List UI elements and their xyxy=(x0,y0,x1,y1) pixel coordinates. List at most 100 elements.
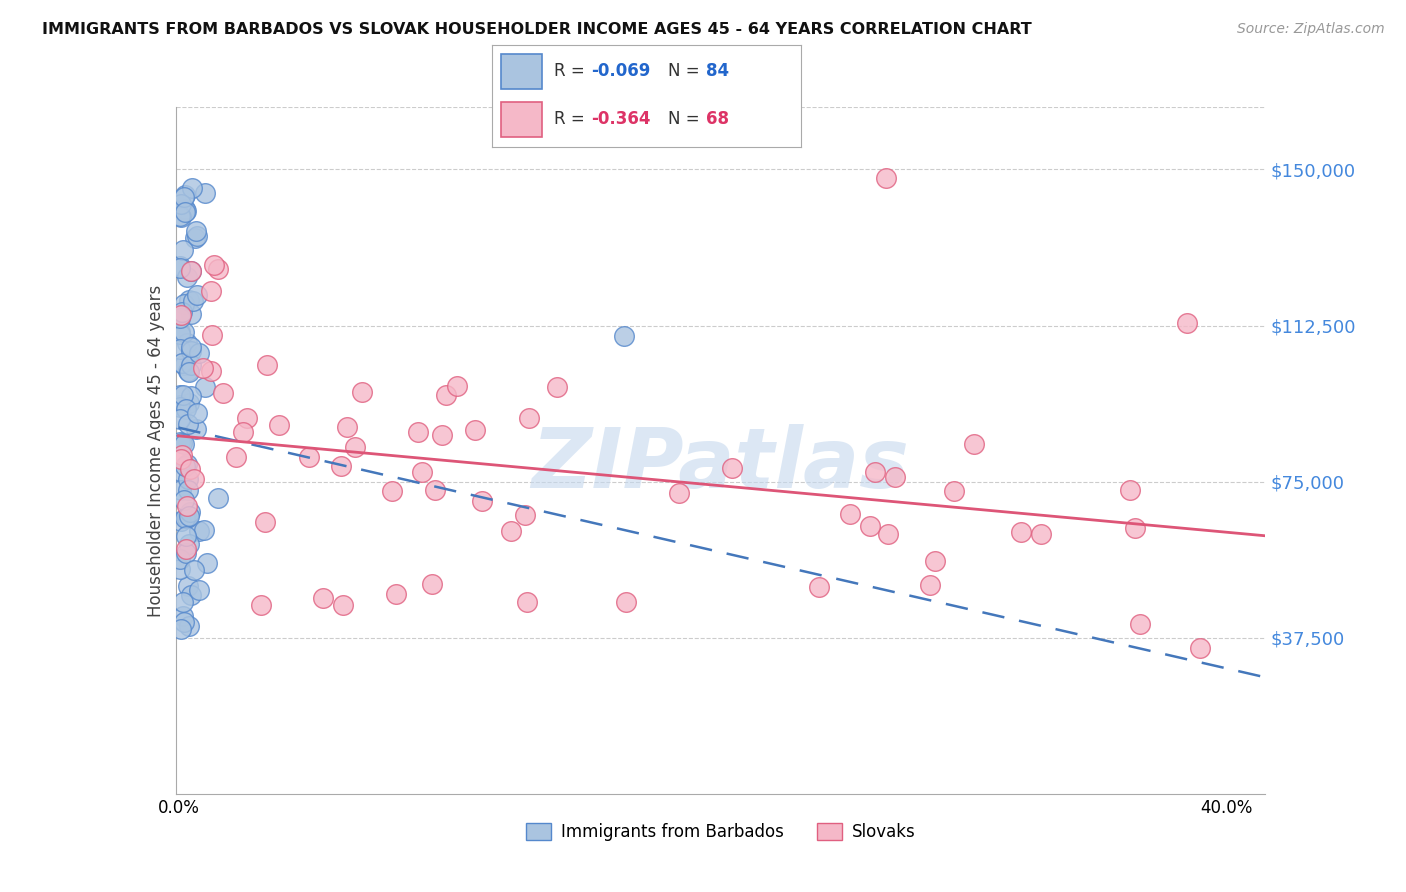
Text: IMMIGRANTS FROM BARBADOS VS SLOVAK HOUSEHOLDER INCOME AGES 45 - 64 YEARS CORRELA: IMMIGRANTS FROM BARBADOS VS SLOVAK HOUSE… xyxy=(42,22,1032,37)
Point xyxy=(499,524,522,538)
Point xyxy=(169,398,191,412)
Text: R =: R = xyxy=(554,62,591,80)
Point xyxy=(249,598,271,612)
Point xyxy=(422,577,444,591)
Point xyxy=(1175,317,1198,331)
Point xyxy=(174,511,197,525)
Point xyxy=(180,181,202,195)
Point xyxy=(202,258,225,272)
Point xyxy=(173,493,195,508)
Point xyxy=(180,340,202,354)
Text: -0.069: -0.069 xyxy=(591,62,651,80)
Point xyxy=(1129,616,1152,631)
Point xyxy=(180,264,202,278)
Point xyxy=(179,293,201,307)
Point xyxy=(513,508,536,522)
Point xyxy=(176,483,198,497)
Text: N =: N = xyxy=(668,62,706,80)
Point xyxy=(1123,521,1146,535)
Point xyxy=(446,378,468,392)
Point xyxy=(1119,483,1142,498)
Point xyxy=(212,385,235,400)
Point xyxy=(169,401,191,415)
Point xyxy=(176,499,198,513)
Text: Source: ZipAtlas.com: Source: ZipAtlas.com xyxy=(1237,22,1385,37)
Point xyxy=(173,358,195,372)
Point xyxy=(668,486,690,500)
Point xyxy=(180,307,202,321)
Point xyxy=(207,491,229,506)
Point xyxy=(614,595,637,609)
Point xyxy=(181,294,204,309)
Point xyxy=(515,595,537,609)
Point xyxy=(169,562,191,576)
Point xyxy=(177,579,200,593)
Point xyxy=(183,231,205,245)
Point xyxy=(174,458,197,473)
Point xyxy=(179,461,201,475)
Point xyxy=(174,546,197,560)
Point xyxy=(173,615,195,629)
Point xyxy=(172,305,194,319)
Point xyxy=(169,435,191,450)
Point xyxy=(180,389,202,403)
Point xyxy=(193,523,215,537)
Point xyxy=(169,551,191,566)
Point xyxy=(464,423,486,437)
Point xyxy=(411,465,433,479)
Point xyxy=(170,210,193,224)
Point xyxy=(859,519,882,533)
Point xyxy=(546,380,568,394)
Point xyxy=(173,190,195,204)
Point xyxy=(176,511,198,525)
Point xyxy=(225,450,247,464)
Point xyxy=(174,541,197,556)
Point xyxy=(169,209,191,223)
FancyBboxPatch shape xyxy=(502,54,541,88)
Point xyxy=(176,270,198,285)
Point xyxy=(298,450,321,465)
Point xyxy=(336,420,359,434)
Point xyxy=(188,583,211,598)
Point xyxy=(174,202,197,216)
Point xyxy=(183,563,205,577)
Point xyxy=(172,388,194,402)
Point xyxy=(176,204,198,219)
Point xyxy=(169,464,191,478)
Point xyxy=(183,472,205,486)
Text: ZIPatlas: ZIPatlas xyxy=(531,424,910,505)
Point xyxy=(254,516,277,530)
Text: -0.364: -0.364 xyxy=(591,111,651,128)
Point xyxy=(201,327,224,342)
Point xyxy=(177,417,200,431)
Point xyxy=(924,554,946,568)
Point xyxy=(172,608,194,623)
Point xyxy=(172,595,194,609)
Point xyxy=(169,260,191,275)
Point xyxy=(808,580,831,594)
Point xyxy=(169,388,191,402)
Point xyxy=(920,578,942,592)
Point xyxy=(381,483,404,498)
Point xyxy=(195,556,218,570)
Point xyxy=(180,264,202,278)
Point xyxy=(1010,524,1032,539)
Point xyxy=(170,308,193,322)
Point xyxy=(174,205,197,219)
Point xyxy=(176,458,198,472)
Point xyxy=(194,186,217,200)
Point xyxy=(180,359,202,373)
Point xyxy=(180,589,202,603)
Point xyxy=(177,619,200,633)
Point xyxy=(883,470,905,484)
Point xyxy=(170,483,193,497)
Point xyxy=(385,587,408,601)
Point xyxy=(169,259,191,273)
Point xyxy=(176,336,198,351)
Point xyxy=(434,388,457,402)
Point xyxy=(200,284,222,298)
Point xyxy=(344,440,367,454)
Point xyxy=(173,437,195,451)
Point xyxy=(236,411,259,425)
Point xyxy=(169,342,191,356)
